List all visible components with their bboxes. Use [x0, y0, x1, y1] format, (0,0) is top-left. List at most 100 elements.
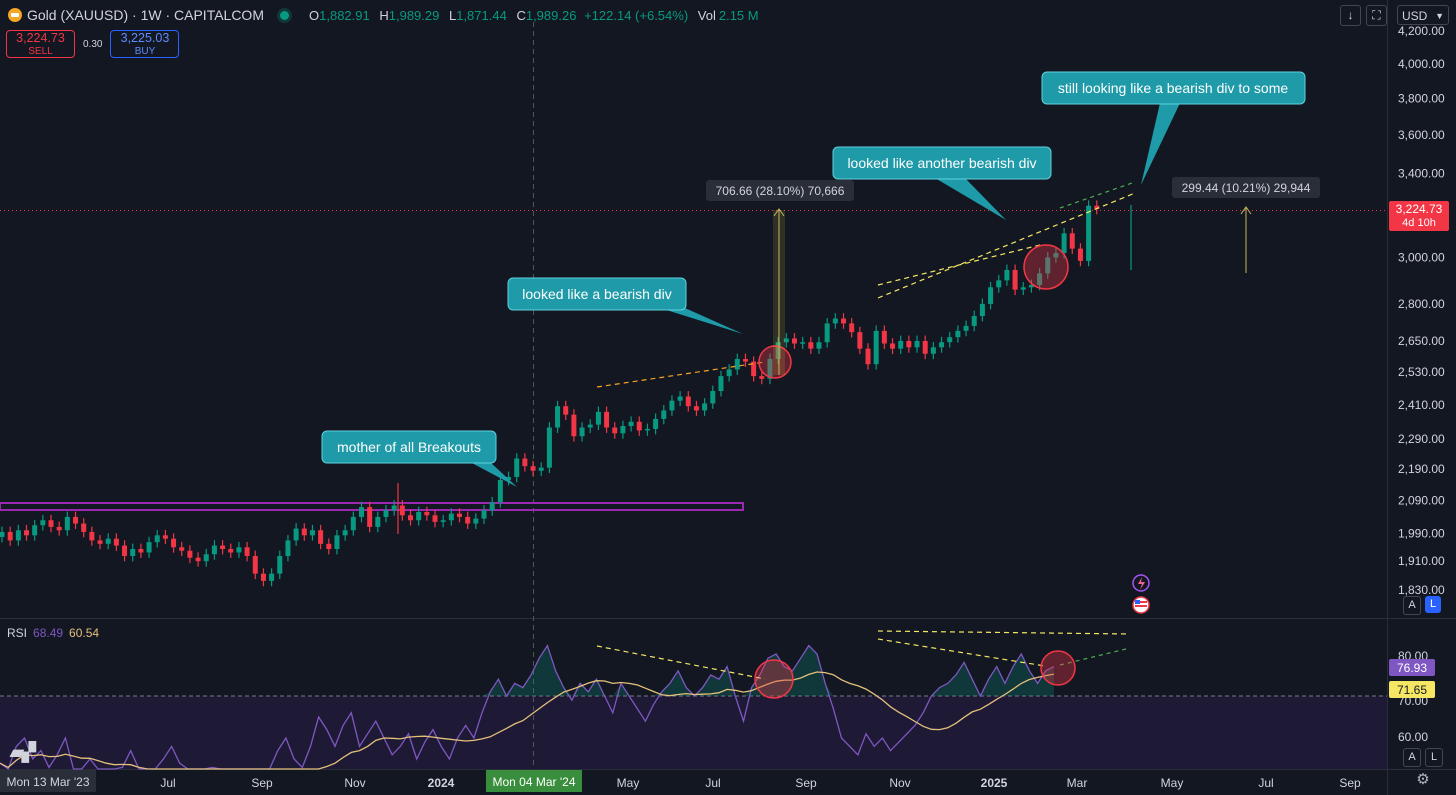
- sell-button[interactable]: 3,224.73 SELL: [6, 30, 75, 58]
- price-tick-label: 1,830.00: [1398, 583, 1445, 597]
- ohlc-low: 1,871.44: [456, 7, 507, 23]
- time-tick-label: Jul: [705, 776, 720, 790]
- rsi-trendline-1[interactable]: [596, 645, 766, 680]
- price-trendline-1[interactable]: [596, 361, 766, 388]
- rsi-legend[interactable]: RSI 68.49 60.54: [7, 626, 99, 640]
- rsi-value-badge: [1389, 659, 1435, 676]
- rsi-circle-2[interactable]: [1040, 650, 1076, 686]
- last-price-badge: [1389, 201, 1449, 231]
- candle-body: [1020, 287, 1026, 290]
- rsi-circle-1[interactable]: [754, 659, 794, 699]
- auto-scale-button[interactable]: A: [1403, 596, 1421, 615]
- callout-div1[interactable]: looked like a bearish div: [507, 277, 743, 334]
- alert-flash-icon[interactable]: [1132, 574, 1150, 592]
- price-tick-label: 4,000.00: [1398, 57, 1445, 71]
- candle-body: [334, 535, 340, 550]
- candle-body: [1012, 269, 1018, 290]
- fullscreen-button[interactable]: ⛶: [1366, 5, 1387, 26]
- symbol-legend[interactable]: Gold (XAUUSD) · 1W · CAPITALCOM O1,882.9…: [8, 7, 759, 23]
- candle-body: [506, 476, 512, 481]
- candle-body: [612, 427, 618, 434]
- candle-body: [179, 547, 185, 551]
- fullscreen-icon: ⛶: [1372, 8, 1381, 22]
- candle-body: [301, 528, 307, 536]
- rsi-lower-band: [0, 696, 1387, 769]
- price-circle-2[interactable]: [1023, 244, 1069, 290]
- candle-body: [138, 549, 144, 553]
- candle-body: [702, 403, 708, 411]
- candle-body: [1061, 233, 1067, 254]
- candle-body: [457, 513, 463, 517]
- price-tick-label: 2,530.00: [1398, 365, 1445, 379]
- log-scale-button[interactable]: L: [1425, 596, 1441, 613]
- gold-logo-icon: [8, 8, 22, 22]
- candle-body: [220, 545, 226, 550]
- candle-body: [497, 480, 503, 503]
- rsi-value: 68.49: [33, 626, 64, 640]
- time-axis[interactable]: Jul Sep Nov 2024 May Jul Sep Nov 2025 Mar May Jul Se…: [160, 776, 1361, 790]
- price-axis[interactable]: 4,200.00 4,000.00 3,800.00 3,600.00 3,400.00…: [1398, 24, 1445, 597]
- rsi-pane[interactable]: [0, 644, 1055, 771]
- candle-body: [342, 530, 348, 536]
- candle-body: [620, 426, 626, 434]
- currency-select[interactable]: USD ▼: [1397, 5, 1449, 25]
- candle-body: [293, 528, 299, 541]
- candle-body: [865, 348, 871, 365]
- measure-label-1: 706.66 (28.10%) 70,666: [716, 184, 845, 198]
- rsi-trendline-3[interactable]: [877, 638, 1046, 667]
- candle-body: [742, 358, 748, 362]
- currency-value: USD: [1402, 9, 1428, 23]
- candle-body: [154, 535, 160, 543]
- price-circle-1[interactable]: [758, 345, 792, 379]
- bar-countdown: 4d 10h: [1402, 217, 1436, 229]
- candle-body: [832, 318, 838, 324]
- volume-value: 2.15 M: [718, 7, 759, 23]
- candle-body: [857, 332, 863, 349]
- candle-body: [751, 361, 757, 377]
- candle-body: [514, 458, 520, 477]
- candle-body: [285, 540, 291, 556]
- tradingview-logo-icon[interactable]: ▰▞: [10, 742, 36, 762]
- candles-group[interactable]: [0, 200, 1132, 587]
- rsi-label: RSI: [7, 626, 28, 640]
- candle-body: [816, 342, 822, 349]
- candle-body: [644, 428, 650, 431]
- symbol-title[interactable]: Gold (XAUUSD) · 1W · CAPITALCOM: [27, 7, 264, 23]
- candle-body: [1086, 205, 1092, 261]
- callout-div3[interactable]: still looking like a bearish div to some: [1041, 71, 1306, 185]
- price-trendline-2[interactable]: [877, 244, 1041, 286]
- candle-body: [800, 342, 806, 344]
- price-tick-label: 2,190.00: [1398, 462, 1445, 476]
- rsi-log-scale-button[interactable]: L: [1425, 748, 1443, 767]
- candle-body: [906, 340, 912, 348]
- candle-body: [1094, 205, 1100, 209]
- candle-body: [358, 507, 364, 517]
- gear-icon[interactable]: ⚙: [1416, 771, 1430, 788]
- candle-body: [824, 323, 830, 343]
- callout-breakout[interactable]: mother of all Breakouts: [321, 430, 517, 487]
- callout-div2[interactable]: looked like another bearish div: [832, 146, 1052, 220]
- price-trendline-4[interactable]: [1059, 181, 1136, 209]
- rsi-trendline-2[interactable]: [877, 630, 1131, 635]
- candle-body: [391, 505, 397, 511]
- candle-body: [930, 347, 936, 354]
- time-tick-label: Sep: [251, 776, 273, 790]
- rsi-auto-scale-button[interactable]: A: [1403, 748, 1421, 767]
- candle-body: [996, 280, 1002, 288]
- buy-button[interactable]: 3,225.03 BUY: [110, 30, 180, 58]
- us-flag-icon[interactable]: [1132, 596, 1150, 614]
- price-tick-label: 2,290.00: [1398, 432, 1445, 446]
- measure-label-2-bg: [1172, 177, 1320, 198]
- candle-body: [489, 502, 495, 511]
- candle-body: [15, 530, 21, 541]
- download-button[interactable]: ↓: [1340, 5, 1361, 26]
- volume-label: Vol: [697, 7, 716, 23]
- rsi-ma-line: [0, 671, 1055, 770]
- candle-body: [326, 543, 332, 550]
- candle-body: [64, 516, 70, 531]
- price-tick-label: 3,400.00: [1398, 166, 1445, 180]
- price-tick-label: 3,600.00: [1398, 128, 1445, 142]
- candle-body: [979, 303, 985, 317]
- price-trendline-3[interactable]: [877, 192, 1136, 299]
